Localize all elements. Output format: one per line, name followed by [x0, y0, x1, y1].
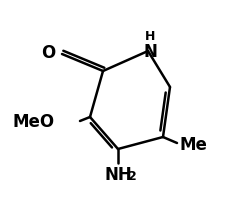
Text: NH: NH — [104, 165, 132, 183]
Text: 2: 2 — [128, 170, 136, 183]
Text: MeO: MeO — [13, 112, 55, 130]
Text: H: H — [145, 29, 155, 42]
Text: N: N — [143, 43, 157, 61]
Text: O: O — [41, 44, 55, 62]
Text: Me: Me — [179, 135, 207, 153]
